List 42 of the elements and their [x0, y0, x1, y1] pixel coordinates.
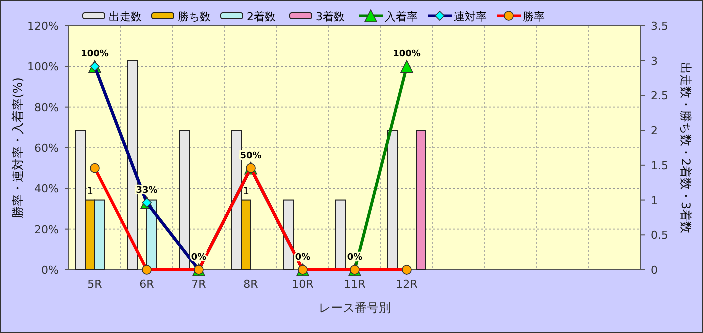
x-tick-label: 8R [244, 278, 259, 291]
x-tick-label: 7R [192, 278, 207, 291]
x-tick-label: 11R [344, 278, 366, 291]
data-label: 100% [393, 50, 421, 60]
y-axis-title: 勝率・連対率・入着率(%) [11, 78, 25, 218]
x-axis-title: レース番号別 [319, 301, 391, 315]
legend-label: 3着数 [316, 10, 345, 24]
bar [336, 200, 346, 270]
y2-axis-title: 出走数・勝ち数・2着数・3着数 [679, 62, 693, 234]
legend-label: 入着率 [385, 10, 418, 24]
legend-label: 出走数 [109, 10, 142, 24]
data-label: 1 [87, 186, 94, 198]
x-tick-label: 12R [396, 278, 418, 291]
bar [128, 60, 138, 270]
bar [416, 130, 426, 270]
y-tick-label: 80% [34, 101, 59, 114]
y-tick-label: 0% [42, 264, 59, 277]
y2-tick-label: 2 [651, 124, 658, 138]
data-label: 1 [243, 186, 250, 198]
y2-tick-label: 3.5 [651, 20, 668, 33]
y-tick-label: 120% [28, 20, 59, 33]
y2-tick-label: 1 [651, 194, 658, 208]
y2-tick-label: 1.5 [651, 159, 668, 172]
y-tick-label: 60% [34, 142, 59, 155]
y2-tick-label: 0.5 [651, 229, 668, 242]
y2-tick-label: 0 [651, 264, 658, 277]
y-tick-label: 20% [34, 223, 59, 236]
bar [180, 130, 190, 270]
y2-tick-label: 2.5 [651, 90, 668, 103]
x-tick-label: 10R [292, 278, 314, 291]
legend-label: 連対率 [454, 10, 487, 24]
y-tick-label: 40% [34, 182, 59, 196]
legend-label: 2着数 [247, 10, 276, 24]
bar [284, 200, 294, 270]
bar [388, 130, 398, 270]
legend-label: 勝ち数 [178, 10, 211, 24]
y2-tick-label: 3 [651, 54, 658, 68]
y-tick-label: 100% [28, 60, 59, 74]
x-tick-label: 5R [88, 278, 103, 291]
data-label: 100% [81, 50, 109, 60]
x-tick-label: 6R [140, 278, 155, 291]
legend-label: 勝率 [523, 10, 545, 24]
